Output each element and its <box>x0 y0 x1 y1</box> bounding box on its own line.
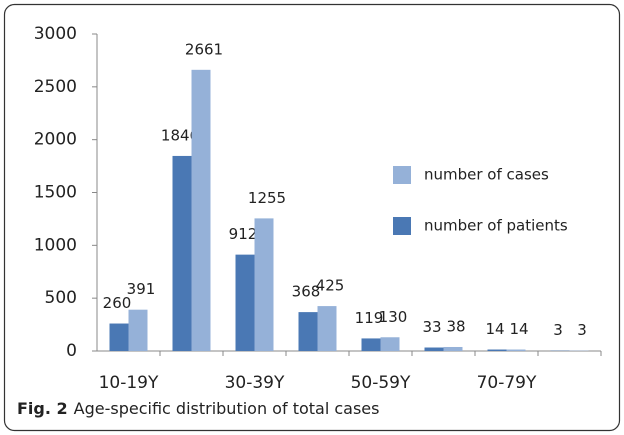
value-label: 38 <box>446 317 465 335</box>
legend-swatch <box>393 217 411 235</box>
y-tick-label: 1000 <box>34 235 77 255</box>
value-label: 119 <box>355 309 384 327</box>
legend-label: number of cases <box>424 166 549 184</box>
x-tick-label: 50-59Y <box>351 373 411 393</box>
value-label: 1846 <box>161 126 199 144</box>
y-tick-label: 1500 <box>34 183 77 203</box>
value-label: 14 <box>485 320 504 338</box>
y-tick-label: 3000 <box>34 24 77 44</box>
bar <box>109 323 129 351</box>
bar <box>487 349 507 351</box>
bar <box>254 218 274 351</box>
legend-swatch <box>393 166 411 184</box>
bar <box>191 69 211 352</box>
value-label: 3 <box>553 321 563 339</box>
y-tick-label: 2500 <box>34 77 77 97</box>
bar <box>380 337 400 351</box>
value-label: 2661 <box>185 40 223 58</box>
bar <box>235 254 255 351</box>
bar <box>298 312 318 351</box>
value-label: 3 <box>577 321 587 339</box>
x-tick-label: 30-39Y <box>225 373 285 393</box>
value-label: 391 <box>127 280 156 298</box>
bar <box>172 155 192 351</box>
y-tick-label: 2000 <box>34 130 77 150</box>
caption: Fig. 2 Age-specific distribution of total… <box>17 399 379 418</box>
bar <box>128 309 148 351</box>
value-label: 425 <box>316 277 345 295</box>
value-label: 368 <box>292 283 321 301</box>
x-tick-label: 10-19Y <box>99 373 159 393</box>
caption-label: Fig. 2 <box>17 399 68 418</box>
caption-text: Age-specific distribution of total cases <box>74 399 380 418</box>
value-label: 912 <box>229 225 258 243</box>
value-label: 33 <box>422 318 441 336</box>
y-tick-label: 500 <box>45 288 77 308</box>
value-label: 1255 <box>248 189 286 207</box>
bar <box>361 338 381 351</box>
bar <box>506 349 526 351</box>
value-label: 260 <box>103 294 132 312</box>
x-tick-label: 70-79Y <box>477 373 537 393</box>
bar <box>424 347 444 351</box>
value-label: 14 <box>509 320 528 338</box>
legend-label: number of patients <box>424 217 568 235</box>
y-tick-label: 0 <box>66 341 77 361</box>
frame <box>3 3 621 432</box>
bar <box>317 306 337 351</box>
bar <box>443 346 463 351</box>
value-label: 130 <box>379 308 408 326</box>
